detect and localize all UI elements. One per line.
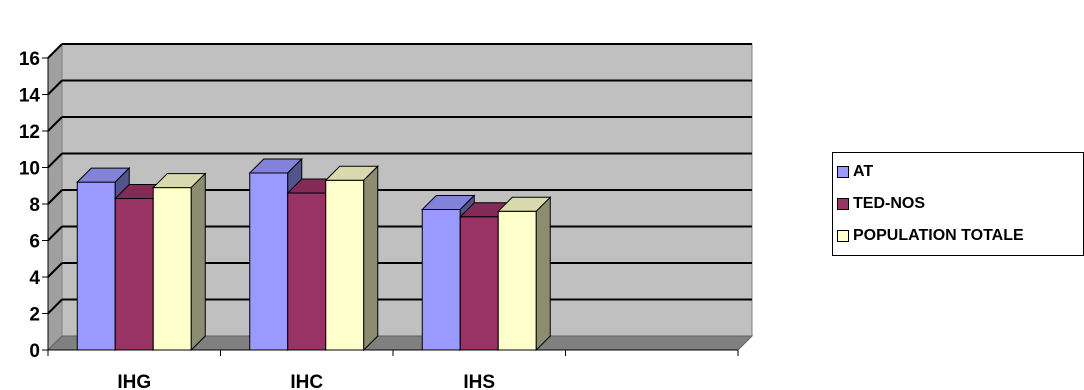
legend-item-population-totale: POPULATION TOTALE xyxy=(837,227,1024,245)
bars xyxy=(76,157,552,352)
y-tick-label: 8 xyxy=(29,195,40,216)
x-category-label: IHG xyxy=(117,372,151,390)
legend-label-at: AT xyxy=(853,163,874,180)
y-tick-label: 2 xyxy=(29,305,40,326)
bar-population-totale-0 xyxy=(152,172,207,352)
legend-swatch-ted-nos xyxy=(837,198,849,210)
gridline-side xyxy=(47,152,63,169)
y-tick-label: 16 xyxy=(19,49,40,70)
y-tick-label: 4 xyxy=(29,268,40,289)
y-tick-label: 6 xyxy=(29,232,40,253)
legend-swatch-at xyxy=(837,166,849,178)
legend-label-ted-nos: TED-NOS xyxy=(853,195,925,212)
y-tick-label: 0 xyxy=(29,341,40,362)
legend: AT TED-NOS POPULATION TOTALE xyxy=(832,152,1084,256)
gridline-side xyxy=(47,225,63,242)
bar-population-totale-2 xyxy=(497,196,552,352)
bar-population-totale-1 xyxy=(324,165,379,352)
y-tick-label: 10 xyxy=(19,159,40,180)
legend-label-population-totale: POPULATION TOTALE xyxy=(853,227,1024,244)
gridline-side xyxy=(47,79,63,96)
y-tick-label: 14 xyxy=(19,86,41,107)
gridline-side xyxy=(47,43,63,59)
x-category-label: IHS xyxy=(463,372,495,390)
gridline-side xyxy=(47,116,63,132)
gridline-side xyxy=(47,189,63,205)
x-category-label: IHC xyxy=(290,372,323,390)
y-tick-label: 12 xyxy=(19,122,40,143)
gridline-side xyxy=(47,298,63,315)
legend-swatch-population-totale xyxy=(837,230,849,242)
legend-item-at: AT xyxy=(837,163,873,181)
legend-item-ted-nos: TED-NOS xyxy=(837,195,925,213)
gridline-side xyxy=(47,262,63,278)
axis-labels: 0 2 4 6 8 10 12 14 16 IHG IHC IHS xyxy=(19,49,495,390)
